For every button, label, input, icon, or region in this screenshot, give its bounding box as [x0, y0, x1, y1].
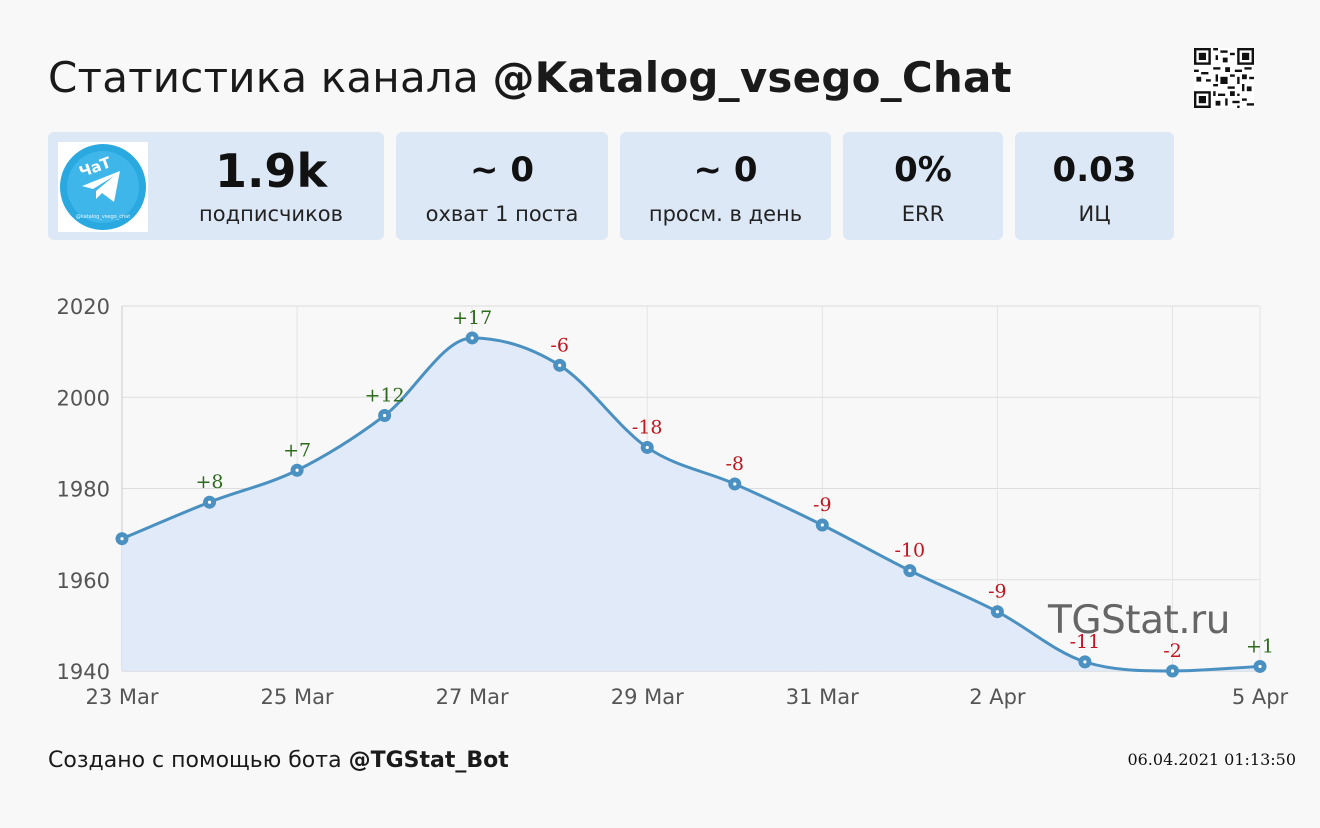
chart-area-fill — [122, 337, 1260, 671]
footer-credit: Создано с помощью бота @TGStat_Bot — [48, 746, 509, 776]
data-point-center — [470, 336, 474, 340]
point-label: -11 — [1070, 631, 1101, 653]
x-tick-label: 2 Apr — [969, 685, 1026, 709]
subscribers-chart: +8 +7 +12 +17 -6 -18 -8 -9 -10 -9 -11 -2 +1 1940 1960… — [57, 295, 1289, 709]
point-label: -2 — [1163, 640, 1182, 662]
stat-value-daily-views: ~ 0 — [693, 150, 758, 190]
data-point-center — [558, 363, 562, 367]
y-tick-label: 2020 — [57, 295, 110, 319]
point-label: -9 — [813, 494, 832, 516]
stat-card-subscribers: ЧаТ @katalog_vsego_chat 1.9k подписчиков — [48, 132, 384, 240]
x-tick-label: 29 Mar — [611, 685, 684, 709]
data-point-center — [645, 445, 649, 450]
data-point-center — [120, 537, 124, 541]
footer-prefix: Создано с помощью бота — [48, 748, 349, 773]
point-label: -6 — [550, 334, 569, 356]
title-prefix: Статистика канала — [48, 53, 493, 102]
x-tick-label: 25 Mar — [261, 685, 334, 709]
x-tick-label: 31 Mar — [786, 685, 859, 709]
point-label: +8 — [196, 471, 224, 493]
page-title: Статистика канала @Katalog_vsego_Chat — [48, 50, 1012, 106]
data-point-center — [295, 468, 299, 472]
stat-card-reach: ~ 0 охват 1 поста — [396, 132, 608, 240]
data-point-center — [733, 482, 737, 486]
stat-value-reach: ~ 0 — [470, 150, 534, 190]
chart-point-labels: +8 +7 +12 +17 -6 -18 -8 -9 -10 -9 -11 -2 +1 — [196, 307, 1274, 662]
point-label: -18 — [632, 416, 663, 438]
data-point-center — [383, 413, 387, 418]
stat-label-subscribers: подписчиков — [199, 202, 343, 226]
data-point-center — [1083, 660, 1087, 664]
telegram-plane-icon: ЧаТ @katalog_vsego_chat — [60, 144, 146, 230]
chart-points — [115, 331, 1267, 678]
data-point-center — [908, 569, 912, 573]
y-tick-label: 2000 — [57, 386, 110, 410]
point-label: -10 — [895, 540, 926, 562]
data-point-center — [820, 523, 824, 527]
stat-label-ci: ИЦ — [1078, 202, 1111, 226]
x-tick-label: 27 Mar — [436, 685, 509, 709]
y-tick-label: 1980 — [57, 478, 110, 502]
stat-label-err: ERR — [901, 202, 945, 226]
point-label: +17 — [452, 307, 492, 329]
data-point-center — [207, 500, 212, 504]
x-tick-label: 5 Apr — [1232, 685, 1289, 709]
stat-value-err: 0% — [894, 150, 952, 190]
point-label: -9 — [988, 581, 1007, 603]
data-point-center — [995, 610, 999, 614]
point-label: +1 — [1246, 635, 1274, 657]
stat-value-ci: 0.03 — [1052, 150, 1137, 190]
point-label: -8 — [726, 453, 745, 475]
point-label: +7 — [283, 439, 311, 461]
stat-card-ci: 0.03 ИЦ — [1015, 132, 1174, 240]
avatar-caption: @katalog_vsego_chat — [76, 214, 130, 220]
stat-label-reach: охват 1 поста — [425, 202, 579, 226]
x-tick-label: 23 Mar — [85, 685, 158, 709]
qr-code-icon — [1194, 48, 1254, 108]
stat-value-subscribers: 1.9k — [214, 144, 328, 198]
channel-name: @Katalog_vsego_Chat — [492, 53, 1012, 102]
chart-x-ticks: 23 Mar 25 Mar 27 Mar 29 Mar 31 Mar 2 Apr 5 Apr — [85, 685, 1288, 709]
chart-series-line — [121, 336, 1261, 673]
channel-avatar: ЧаТ @katalog_vsego_chat — [58, 142, 148, 232]
bot-link[interactable]: @TGStat_Bot — [348, 748, 509, 773]
data-point-center — [1170, 669, 1175, 673]
y-tick-label: 1960 — [57, 569, 110, 593]
stat-label-daily-views: просм. в день — [648, 202, 803, 226]
stat-card-err: 0% ERR — [843, 132, 1003, 240]
y-tick-label: 1940 — [57, 660, 110, 684]
point-label: +12 — [365, 385, 405, 407]
timestamp: 06.04.2021 01:13:50 — [1127, 750, 1296, 769]
stat-card-daily-views: ~ 0 просм. в день — [620, 132, 831, 240]
data-point-center — [1258, 664, 1262, 669]
watermark: TGStat.ru — [1048, 598, 1230, 643]
chart-y-ticks: 1940 1960 1980 2000 2020 — [57, 295, 110, 684]
